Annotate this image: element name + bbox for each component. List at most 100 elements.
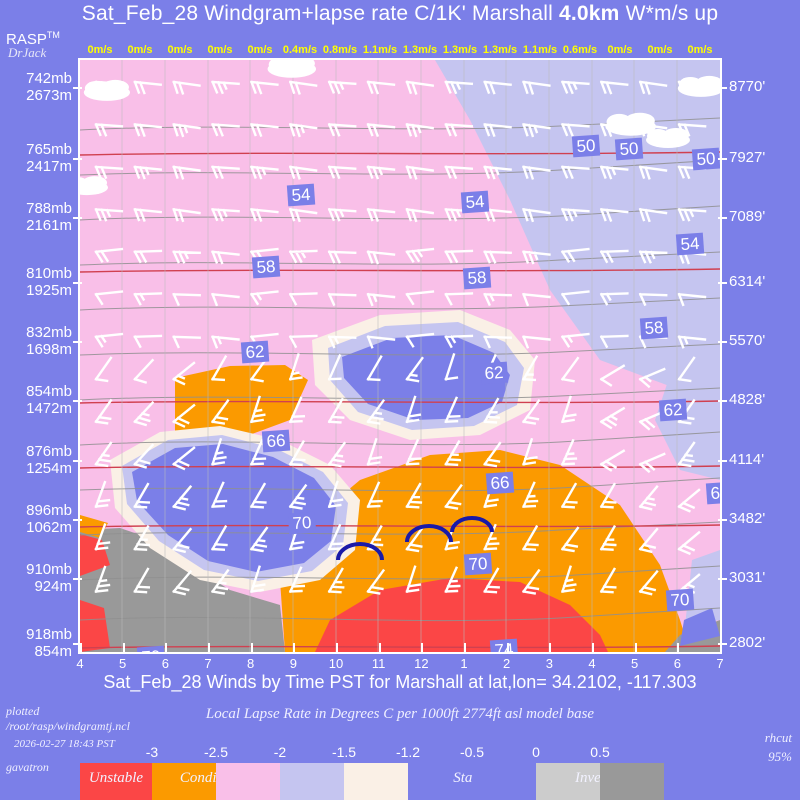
wind-barb [677,356,696,383]
wind-barb [210,524,228,551]
pressure-label: 788mb [26,199,72,217]
wind-barb [133,80,163,95]
y-axis-tick-left [73,282,82,284]
wind-barb [366,568,386,595]
plot-timestamp: 2026-02-27 18:43 PST [14,738,115,750]
wind-barb [211,122,240,137]
contour-label: 70 [136,645,166,652]
wind-barb [249,565,266,594]
altitude-feet-label: 6314' [729,273,766,290]
legend-colorbar: Unstable Conditional Instability Stable Inv… [80,763,720,800]
x-axis-tick [421,643,424,654]
wind-barb [444,207,474,222]
title-prefix: Sat_Feb_28 Windgram+lapse rate C/1K' Mar… [81,2,559,25]
legend-segment[interactable] [472,763,536,800]
wind-barb [599,406,626,430]
wind-barb [172,527,193,554]
wind-barb [483,292,512,307]
wind-barb [677,207,707,222]
x-axis-tick [293,643,296,654]
wind-barb [366,207,396,222]
legend-tick-label: -2.5 [203,744,229,760]
wind-barb [638,367,666,389]
wind-speed-label: 0m/s [167,44,193,56]
contour-label: 62 [658,398,688,422]
trademark-symbol: TM [46,30,60,40]
y-axis-tick-left [73,216,82,219]
wind-speed-label: 0m/s [247,44,273,56]
wind-barb [522,207,551,223]
wind-barb [94,165,124,180]
contour-label: 66 [261,429,291,453]
legend-tick-label: -2 [273,744,287,760]
wind-speed-label: 1.3m/s [482,44,518,56]
wind-barb [327,567,345,594]
lapse-rate-caption: Local Lapse Rate in Degrees C per 1000ft… [205,706,595,722]
wind-barb [249,290,279,306]
plot-user: gavatron [6,760,49,774]
legend-segment[interactable] [344,763,408,800]
legend-segment[interactable] [280,763,344,800]
wind-barb [444,439,462,467]
wind-barb [249,395,266,424]
legend-tick-label: 0.5 [590,744,610,760]
title-altitude: 4.0km [559,2,620,25]
legend-segment[interactable] [216,763,280,800]
paraglider-symbols [336,516,494,561]
wind-barb [327,480,344,509]
y-axis-tick-left [73,86,82,89]
wind-barb [405,165,435,180]
pressure-label: 910mb [26,561,72,578]
wind-barb [327,353,342,381]
time-label: 6 [673,656,681,671]
wind-barb [599,292,629,306]
wind-barb [599,567,617,594]
wind-barb [444,249,474,264]
wind-barb [327,250,357,264]
legend-segment[interactable]: Stable [408,763,491,800]
y-axis-tick-right [718,578,727,580]
wind-speed-row: 0m/s 0m/s 0m/s 0m/s 0m/s 0.4m/s 0.8m/s 1.1m/s 1.… [80,44,720,60]
page-title: Sat_Feb_28 Windgram+lapse rate C/1K' Mar… [0,2,800,26]
wind-barb [522,80,551,95]
pressure-label: 896mb [26,501,72,519]
wind-barb [211,165,240,180]
legend-segment[interactable] [600,763,664,800]
wind-barb [288,165,318,180]
wind-speed-label: 0.8m/s [322,44,358,56]
wind-barb [172,122,201,138]
wind-barb [483,523,500,551]
wind-barb [366,481,383,509]
x-axis-tick [549,643,552,654]
y-axis-tick-left [73,400,82,403]
wind-barb [560,438,578,466]
time-label: 8 [247,656,255,671]
x-axis-caption: Sat_Feb_28 Winds by Time PST for Marshal… [103,672,697,692]
pressure-label: 918mb [26,626,72,644]
wind-barb [172,361,196,386]
time-label: 5 [119,656,127,671]
time-label: 1 [460,656,468,671]
wind-speed-label: 0m/s [207,44,233,56]
wind-barb [366,292,396,307]
wind-barb [288,334,318,349]
wind-barb [405,290,435,306]
wind-barb [405,438,422,466]
x-axis-tick [634,643,637,654]
y-axis-tick-left [73,157,82,160]
x-axis-tick [80,643,82,654]
wind-barb [560,482,578,509]
wind-barb [210,568,230,595]
wind-barb [599,334,629,349]
contour-label: 58 [462,266,492,290]
wind-barb [288,207,318,223]
legend-segment[interactable]: Conditional Instability [152,763,316,800]
author-credit: DrJack [8,45,47,60]
wind-barb [599,364,626,387]
legend-segment[interactable]: Unstable [80,763,152,800]
wind-barb [133,334,163,349]
legend-segment[interactable]: Inverted [536,763,625,800]
windgram-plot: 50 50 50 54 54 54 58 58 58 62 62 62 66 66 66 70 70 70 70 74 [80,60,720,652]
time-label: 5 [631,656,639,671]
wind-barb [638,250,668,264]
